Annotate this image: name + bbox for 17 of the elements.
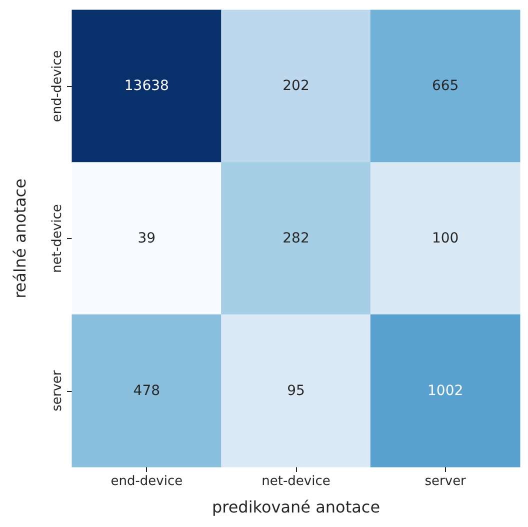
y-tick-label: net-device	[50, 204, 65, 273]
data-label: 39	[138, 230, 156, 246]
data-label: 282	[282, 230, 310, 246]
x-tick-label: end-device	[110, 474, 183, 489]
data-label: 100	[432, 230, 459, 246]
data-label: 1002	[428, 382, 464, 399]
x-axis-title: predikované anotace	[212, 498, 380, 516]
data-label: 202	[282, 78, 310, 94]
data-label: 13638	[124, 78, 169, 94]
x-tick-label: net-device	[262, 474, 330, 489]
y-axis-title: reálné anotace	[10, 178, 30, 298]
data-label: 95	[287, 382, 305, 399]
y-tick-label: server	[50, 370, 65, 412]
y-tick-label: end-device	[50, 50, 65, 122]
x-tick-label: server	[424, 474, 467, 489]
data-label: 478	[133, 382, 160, 399]
data-label: 665	[432, 78, 459, 94]
